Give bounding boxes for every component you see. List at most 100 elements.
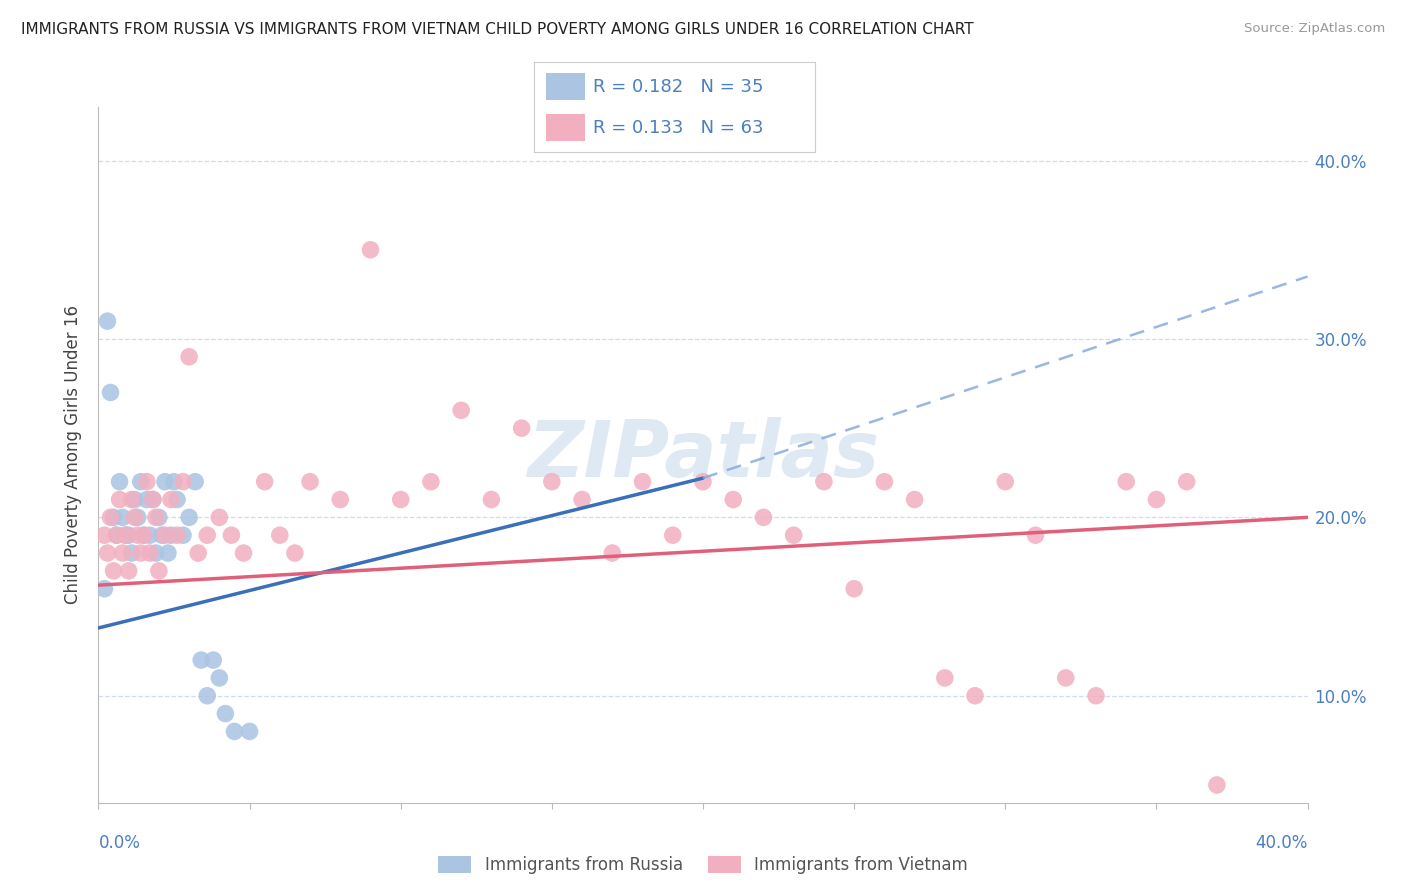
Point (135, 492, 157, 507)
Point (195, 689, 218, 703)
Point (172, 475, 194, 489)
Point (153, 475, 176, 489)
Point (195, 528, 218, 542)
Bar (546, 114, 585, 141)
Point (148, 510, 170, 524)
Point (389, 492, 412, 507)
Point (187, 546, 209, 560)
Point (108, 475, 131, 489)
Point (202, 653, 225, 667)
Point (1054, 671, 1077, 685)
Point (179, 510, 201, 524)
Point (118, 564, 141, 578)
Text: 0.0%: 0.0% (98, 834, 141, 852)
Point (108, 492, 131, 507)
Point (239, 724, 262, 739)
Point (103, 510, 125, 524)
Point (160, 492, 183, 507)
Point (132, 528, 155, 542)
Point (1085, 689, 1108, 703)
Point (129, 475, 152, 489)
Point (111, 546, 134, 560)
Point (93, 582, 115, 596)
Point (208, 510, 231, 524)
Point (105, 528, 128, 542)
Legend: Immigrants from Russia, Immigrants from Vietnam: Immigrants from Russia, Immigrants from … (437, 856, 969, 874)
Point (142, 492, 165, 507)
Point (1024, 528, 1046, 542)
Point (631, 475, 654, 489)
Point (329, 492, 352, 507)
Point (253, 475, 276, 489)
Point (145, 546, 167, 560)
Point (692, 475, 714, 489)
Point (105, 528, 128, 542)
Point (166, 528, 188, 542)
Point (127, 528, 149, 542)
Point (190, 653, 212, 667)
Point (148, 564, 170, 578)
Point (602, 546, 624, 560)
Point (873, 475, 896, 489)
Bar (546, 73, 585, 100)
Point (124, 510, 146, 524)
Point (1206, 778, 1229, 792)
Point (904, 492, 927, 507)
Point (103, 564, 125, 578)
Point (129, 546, 152, 560)
Point (150, 528, 173, 542)
Point (269, 528, 291, 542)
Point (100, 385, 122, 400)
Point (420, 475, 443, 489)
Text: ZIPatlas: ZIPatlas (527, 417, 879, 493)
Point (118, 528, 141, 542)
Text: 40.0%: 40.0% (1256, 834, 1308, 852)
Point (813, 475, 835, 489)
Point (481, 492, 503, 507)
Point (145, 510, 167, 524)
Point (994, 475, 1017, 489)
Point (153, 528, 176, 542)
Point (184, 475, 207, 489)
Point (752, 510, 775, 524)
Point (160, 528, 183, 542)
Point (139, 546, 162, 560)
Point (121, 492, 143, 507)
Point (232, 546, 254, 560)
Point (135, 475, 157, 489)
Point (965, 689, 987, 703)
Point (1175, 475, 1198, 489)
Point (142, 492, 165, 507)
Point (450, 403, 472, 417)
Point (111, 510, 134, 524)
Point (510, 421, 533, 435)
Point (221, 528, 243, 542)
Point (132, 528, 155, 542)
Point (1144, 492, 1167, 507)
Point (723, 492, 745, 507)
Text: IMMIGRANTS FROM RUSSIA VS IMMIGRANTS FROM VIETNAM CHILD POVERTY AMONG GIRLS UNDE: IMMIGRANTS FROM RUSSIA VS IMMIGRANTS FRO… (21, 22, 974, 37)
Point (156, 546, 179, 560)
Point (114, 528, 136, 542)
Point (571, 492, 593, 507)
Point (540, 475, 562, 489)
Point (163, 475, 186, 489)
Point (284, 546, 307, 560)
Point (121, 546, 143, 560)
Point (96, 314, 118, 328)
Point (172, 528, 194, 542)
Point (179, 350, 201, 364)
Text: R = 0.133   N = 63: R = 0.133 N = 63 (593, 119, 763, 136)
Point (934, 671, 956, 685)
Point (139, 528, 162, 542)
Point (299, 475, 322, 489)
Point (360, 243, 382, 257)
Point (166, 492, 188, 507)
Text: Source: ZipAtlas.com: Source: ZipAtlas.com (1244, 22, 1385, 36)
Point (124, 492, 146, 507)
Point (100, 510, 122, 524)
Point (1115, 475, 1137, 489)
Point (208, 671, 231, 685)
Point (662, 528, 685, 542)
Point (214, 706, 236, 721)
